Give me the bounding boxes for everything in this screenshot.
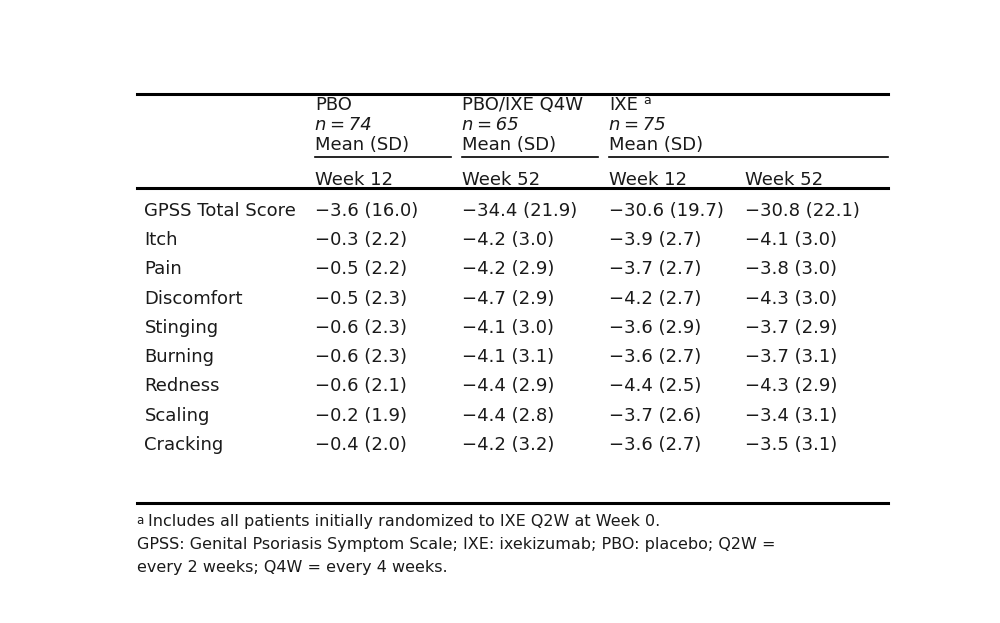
Text: n = 75: n = 75 bbox=[609, 117, 666, 135]
Text: −0.5 (2.2): −0.5 (2.2) bbox=[315, 260, 407, 278]
Text: n = 65: n = 65 bbox=[462, 117, 519, 135]
Text: −4.3 (3.0): −4.3 (3.0) bbox=[745, 290, 837, 308]
Text: −3.6 (2.7): −3.6 (2.7) bbox=[609, 436, 702, 454]
Text: Cracking: Cracking bbox=[144, 436, 224, 454]
Text: −4.2 (3.2): −4.2 (3.2) bbox=[462, 436, 554, 454]
Text: PBO: PBO bbox=[315, 97, 352, 115]
Text: −30.8 (22.1): −30.8 (22.1) bbox=[745, 202, 860, 220]
Text: a: a bbox=[137, 514, 144, 526]
Text: Week 52: Week 52 bbox=[462, 171, 540, 189]
Text: −4.4 (2.5): −4.4 (2.5) bbox=[609, 378, 702, 396]
Text: a: a bbox=[643, 94, 651, 107]
Text: Redness: Redness bbox=[144, 378, 220, 396]
Text: Discomfort: Discomfort bbox=[144, 290, 243, 308]
Text: Week 52: Week 52 bbox=[745, 171, 823, 189]
Text: −0.6 (2.3): −0.6 (2.3) bbox=[315, 319, 407, 337]
Text: −0.3 (2.2): −0.3 (2.2) bbox=[315, 231, 407, 249]
Text: −4.3 (2.9): −4.3 (2.9) bbox=[745, 378, 837, 396]
Text: −3.7 (2.7): −3.7 (2.7) bbox=[609, 260, 702, 278]
Text: Stinging: Stinging bbox=[144, 319, 218, 337]
Text: IXE: IXE bbox=[609, 97, 638, 115]
Text: −3.7 (3.1): −3.7 (3.1) bbox=[745, 348, 837, 366]
Text: −4.1 (3.0): −4.1 (3.0) bbox=[462, 319, 554, 337]
Text: −4.2 (2.7): −4.2 (2.7) bbox=[609, 290, 702, 308]
Text: −4.2 (2.9): −4.2 (2.9) bbox=[462, 260, 554, 278]
Text: −3.5 (3.1): −3.5 (3.1) bbox=[745, 436, 837, 454]
Text: Pain: Pain bbox=[144, 260, 182, 278]
Text: Itch: Itch bbox=[144, 231, 178, 249]
Text: every 2 weeks; Q4W = every 4 weeks.: every 2 weeks; Q4W = every 4 weeks. bbox=[137, 559, 447, 575]
Text: −3.8 (3.0): −3.8 (3.0) bbox=[745, 260, 837, 278]
Text: −30.6 (19.7): −30.6 (19.7) bbox=[609, 202, 724, 220]
Text: −0.2 (1.9): −0.2 (1.9) bbox=[315, 407, 407, 425]
Text: Burning: Burning bbox=[144, 348, 214, 366]
Text: Includes all patients initially randomized to IXE Q2W at Week 0.: Includes all patients initially randomiz… bbox=[148, 514, 660, 529]
Text: Week 12: Week 12 bbox=[609, 171, 687, 189]
Text: −3.4 (3.1): −3.4 (3.1) bbox=[745, 407, 837, 425]
Text: −0.4 (2.0): −0.4 (2.0) bbox=[315, 436, 407, 454]
Text: Scaling: Scaling bbox=[144, 407, 210, 425]
Text: −3.7 (2.6): −3.7 (2.6) bbox=[609, 407, 702, 425]
Text: −4.2 (3.0): −4.2 (3.0) bbox=[462, 231, 554, 249]
Text: PBO/IXE Q4W: PBO/IXE Q4W bbox=[462, 97, 583, 115]
Text: −4.1 (3.1): −4.1 (3.1) bbox=[462, 348, 554, 366]
Text: n = 74: n = 74 bbox=[315, 117, 372, 135]
Text: −0.5 (2.3): −0.5 (2.3) bbox=[315, 290, 407, 308]
Text: Mean (SD): Mean (SD) bbox=[315, 136, 409, 154]
Text: −34.4 (21.9): −34.4 (21.9) bbox=[462, 202, 577, 220]
Text: −4.7 (2.9): −4.7 (2.9) bbox=[462, 290, 554, 308]
Text: Mean (SD): Mean (SD) bbox=[462, 136, 556, 154]
Text: −4.4 (2.9): −4.4 (2.9) bbox=[462, 378, 554, 396]
Text: Week 12: Week 12 bbox=[315, 171, 393, 189]
Text: −3.6 (2.7): −3.6 (2.7) bbox=[609, 348, 702, 366]
Text: −0.6 (2.1): −0.6 (2.1) bbox=[315, 378, 407, 396]
Text: −3.6 (16.0): −3.6 (16.0) bbox=[315, 202, 418, 220]
Text: −0.6 (2.3): −0.6 (2.3) bbox=[315, 348, 407, 366]
Text: −3.7 (2.9): −3.7 (2.9) bbox=[745, 319, 837, 337]
Text: GPSS: Genital Psoriasis Symptom Scale; IXE: ixekizumab; PBO: placebo; Q2W =: GPSS: Genital Psoriasis Symptom Scale; I… bbox=[137, 537, 775, 552]
Text: Mean (SD): Mean (SD) bbox=[609, 136, 704, 154]
Text: −4.4 (2.8): −4.4 (2.8) bbox=[462, 407, 554, 425]
Text: −4.1 (3.0): −4.1 (3.0) bbox=[745, 231, 837, 249]
Text: −3.9 (2.7): −3.9 (2.7) bbox=[609, 231, 702, 249]
Text: −3.6 (2.9): −3.6 (2.9) bbox=[609, 319, 702, 337]
Text: GPSS Total Score: GPSS Total Score bbox=[144, 202, 296, 220]
